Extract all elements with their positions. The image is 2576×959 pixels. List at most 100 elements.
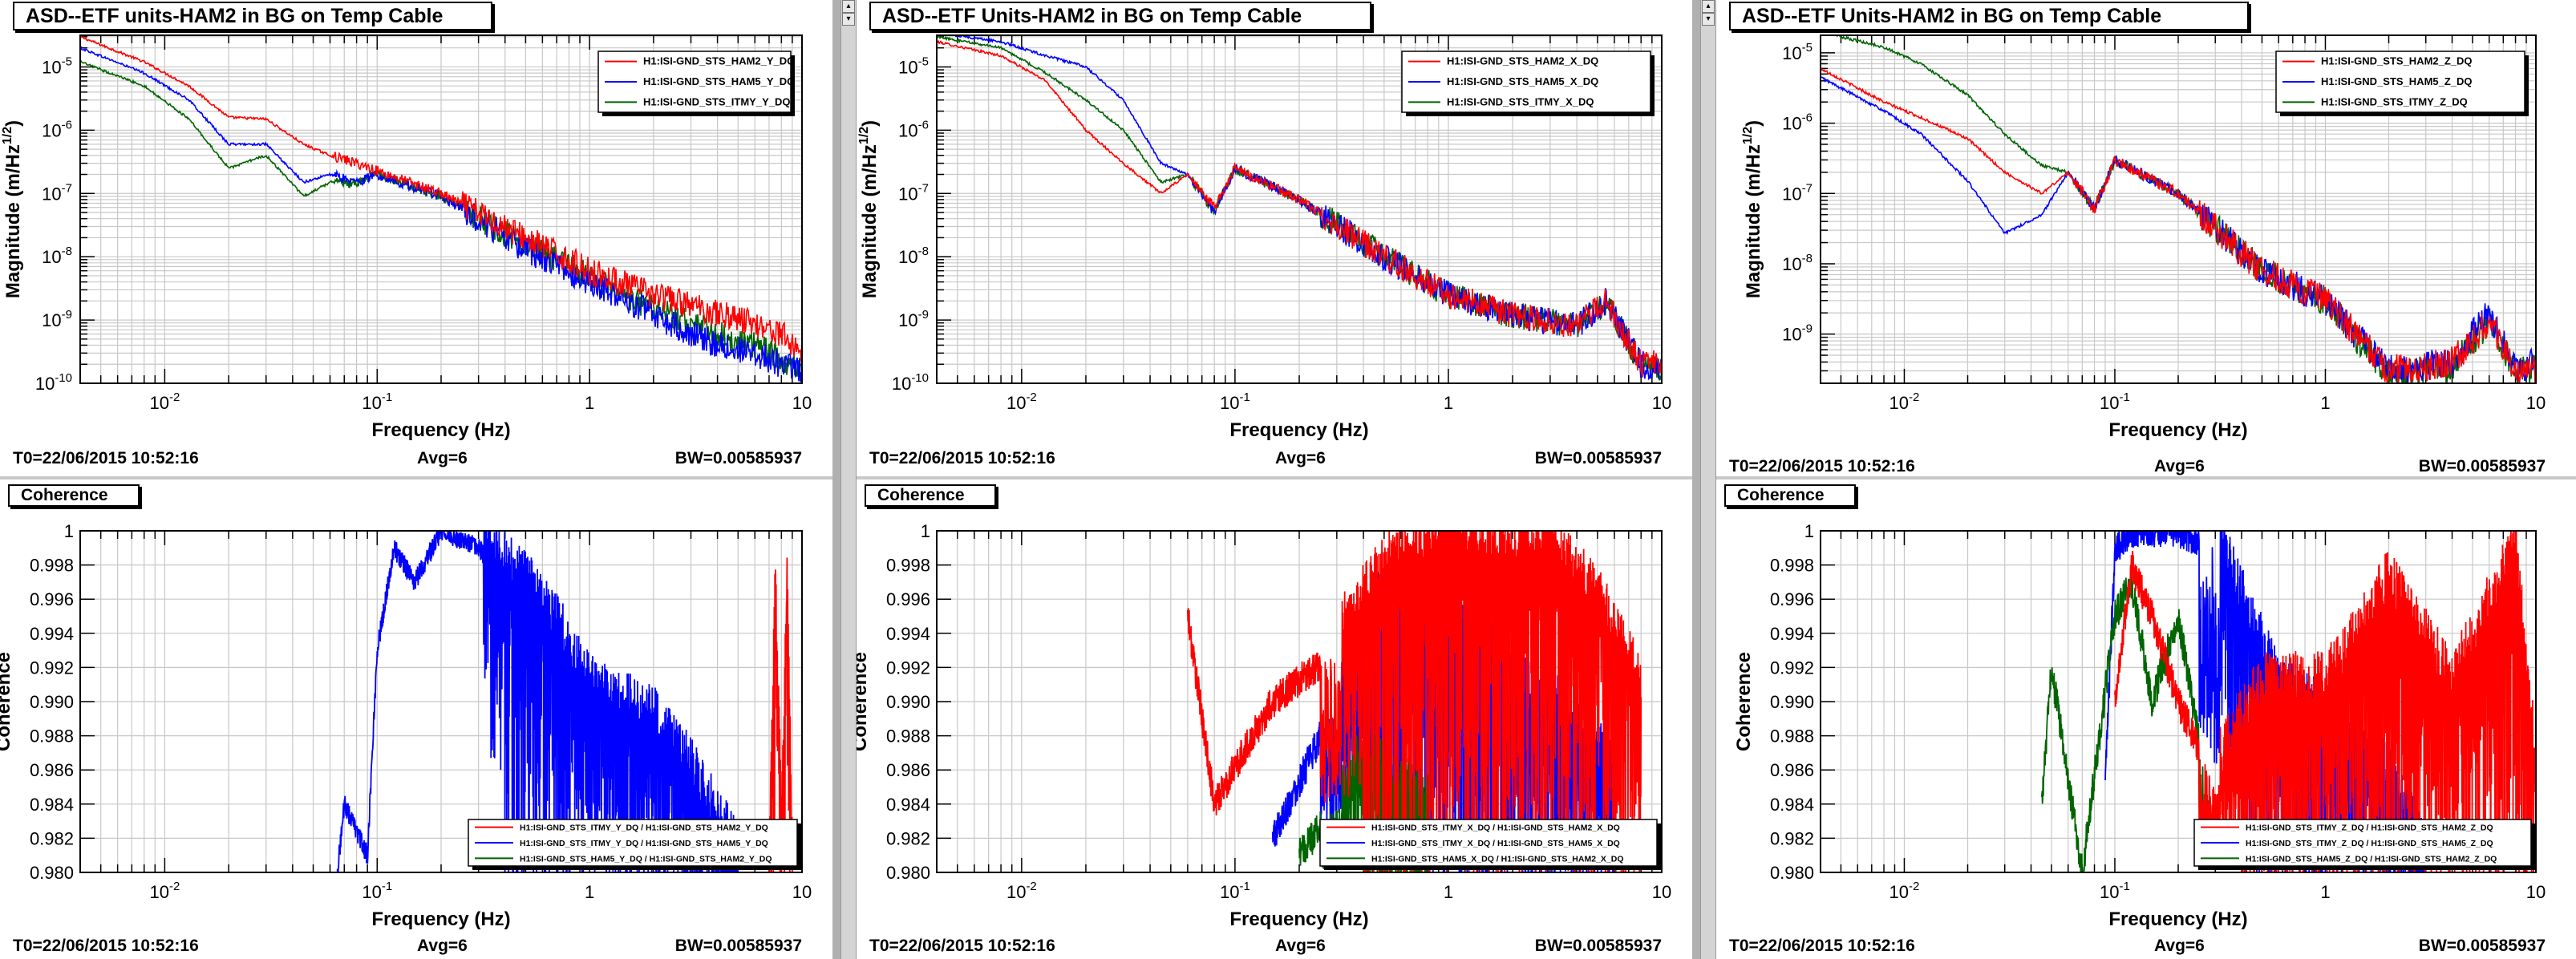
legend-label: H1:ISI-GND_STS_ITMY_X_DQ / H1:ISI-GND_ST… (1371, 839, 1620, 848)
y-tick-label: 0.992 (1770, 658, 1814, 678)
y-tick-label: 10-10 (35, 371, 72, 394)
footer-avg: Avg=6 (2154, 937, 2205, 955)
y-tick-label: 0.998 (886, 556, 930, 576)
y-tick-label: 10-9 (42, 308, 72, 330)
y-tick-label: 0.998 (1770, 556, 1814, 576)
footer-t0: T0=22/06/2015 10:52:16 (869, 937, 1055, 955)
y-tick-label: 0.980 (1770, 863, 1814, 883)
scrollbar[interactable]: ▴ ▾ (1700, 0, 1716, 959)
chart-svg: 10-10 10-9 10-8 10-7 10-6 10-5 10-2 10-1 1 10 Freq… (857, 34, 1671, 441)
x-tick-label: 10-1 (2100, 390, 2130, 413)
series-group (1821, 35, 2536, 383)
series-line (80, 46, 802, 383)
chart-svg: 10-10 10-9 10-8 10-7 10-6 10-5 10-2 10-1 1 10 Freq… (1, 34, 812, 441)
x-tick-label: 10 (792, 393, 812, 413)
panel-title: ASD--ETF Units-HAM2 in BG on Temp Cable (869, 2, 1371, 30)
x-tick-label: 10 (2526, 882, 2546, 902)
y-axis-label: Coherence (0, 652, 14, 751)
y-tick-label: 0.982 (886, 828, 930, 848)
footer-bw: BW=0.00585937 (1534, 937, 1662, 955)
plot-frame (1820, 530, 2537, 873)
panel-separator (1692, 0, 1700, 959)
y-tick-label: 10-10 (892, 371, 929, 394)
y-tick-label: 0.994 (1770, 624, 1814, 644)
y-tick-label: 0.992 (30, 658, 74, 678)
x-axis-label: Frequency (Hz) (2108, 419, 2247, 441)
asd-panel: 10-10 10-9 10-8 10-7 10-6 10-5 10-2 10-1 1 10 Freq… (0, 0, 832, 476)
chart-svg: 0.980 0.982 0.984 0.986 0.988 0.990 0.992 0.994… (857, 521, 1671, 930)
footer-t0: T0=22/06/2015 10:52:16 (869, 449, 1055, 467)
x-tick-label: 1 (2320, 393, 2330, 413)
x-tick-label: 10 (792, 882, 812, 902)
x-tick-label: 1 (585, 393, 594, 413)
row-divider (0, 476, 832, 480)
scroll-down-icon[interactable]: ▾ (842, 13, 855, 26)
y-tick-label: 0.984 (30, 795, 74, 815)
scroll-up-icon[interactable]: ▴ (842, 0, 855, 13)
y-axis-label: Magnitude (m/Hz1/2) (1741, 120, 1764, 298)
series-line (2114, 531, 2536, 872)
x-tick-label: 10 (1652, 882, 1671, 902)
y-tick-label: 1 (921, 521, 930, 541)
y-tick-label: 10-6 (898, 118, 929, 140)
panel-title: Coherence (865, 484, 996, 507)
y-tick-label: 10-6 (1782, 111, 1813, 134)
chart-svg: 0.980 0.982 0.984 0.986 0.988 0.990 0.992 0.994… (1733, 521, 2546, 930)
y-tick-label: 10-9 (1782, 322, 1813, 345)
legend-label: H1:ISI-GND_STS_HAM5_Z_DQ / H1:ISI-GND_ST… (2246, 854, 2497, 864)
footer-t0: T0=22/06/2015 10:52:16 (13, 937, 199, 955)
y-tick-label: 0.996 (30, 589, 74, 609)
row-divider (1716, 476, 2576, 480)
panel-title: Coherence (1724, 484, 1856, 507)
series-line (768, 557, 793, 872)
coherence-panel: 0.980 0.982 0.984 0.986 0.988 0.990 0.992 0.994… (857, 480, 1692, 959)
x-tick-label: 10 (2526, 393, 2546, 413)
y-tick-label: 0.984 (1770, 795, 1814, 815)
y-tick-label: 0.986 (1770, 760, 1814, 780)
panel-title: ASD--ETF units-HAM2 in BG on Temp Cable (13, 2, 492, 30)
y-tick-label: 0.980 (30, 863, 74, 883)
series-group (336, 531, 793, 872)
y-axis-label: Coherence (1733, 652, 1755, 751)
y-tick-label: 0.990 (886, 692, 930, 712)
x-tick-label: 10-2 (149, 390, 180, 413)
legend-label: H1:ISI-GND_STS_HAM2_Z_DQ (2321, 55, 2473, 67)
scroll-down-icon[interactable]: ▾ (1702, 13, 1715, 26)
series-line (80, 35, 802, 363)
y-tick-label: 0.994 (30, 624, 74, 644)
scrollbar[interactable]: ▴ ▾ (840, 0, 857, 959)
x-tick-label: 10-2 (1889, 880, 1920, 902)
footer-t0: T0=22/06/2015 10:52:16 (13, 449, 199, 467)
plot-frame (79, 34, 803, 384)
x-axis-label: Frequency (Hz) (1229, 419, 1368, 441)
y-tick-label: 0.996 (1770, 589, 1814, 609)
x-tick-label: 10-1 (1220, 880, 1250, 902)
y-tick-label: 0.998 (30, 556, 74, 576)
legend-label: H1:ISI-GND_STS_ITMY_Z_DQ / H1:ISI-GND_ST… (2246, 823, 2493, 833)
x-axis-label: Frequency (Hz) (371, 419, 510, 441)
legend-label: H1:ISI-GND_STS_HAM5_Y_DQ (643, 75, 795, 87)
legend-label: H1:ISI-GND_STS_HAM2_Y_DQ (643, 55, 795, 67)
coherence-panel: 0.980 0.982 0.984 0.986 0.988 0.990 0.992 0.994… (1716, 480, 2576, 959)
legend-label: H1:ISI-GND_STS_HAM5_Z_DQ (2321, 75, 2473, 87)
legend-label: H1:ISI-GND_STS_HAM5_X_DQ / H1:ISI-GND_ST… (1371, 854, 1624, 864)
y-tick-label: 0.988 (886, 726, 930, 747)
y-tick-label: 10-6 (42, 118, 72, 140)
series-line (1187, 531, 1642, 872)
y-tick-label: 10-5 (42, 55, 72, 77)
asd-panel: 10-10 10-9 10-8 10-7 10-6 10-5 10-2 10-1 1 10 Freq… (857, 0, 1692, 476)
legend-label: H1:ISI-GND_STS_ITMY_Y_DQ / H1:ISI-GND_ST… (520, 823, 768, 833)
x-axis-label: Frequency (Hz) (1229, 908, 1368, 930)
scroll-up-icon[interactable]: ▴ (1702, 0, 1715, 13)
y-tick-label: 1 (64, 521, 74, 541)
footer-bw: BW=0.00585937 (1534, 449, 1662, 467)
y-tick-labels: 0.980 0.982 0.984 0.986 0.988 0.990 0.992 0.994… (1770, 521, 1814, 883)
y-tick-label: 0.986 (30, 760, 74, 780)
y-tick-label: 0.982 (1770, 828, 1814, 848)
y-tick-label: 10-8 (1782, 252, 1813, 274)
y-axis-label: Magnitude (m/Hz1/2) (1, 120, 24, 298)
legend: H1:ISI-GND_STS_HAM2_X_DQ H1:ISI-GND_STS_H… (1401, 51, 1655, 116)
panel-title: ASD--ETF Units-HAM2 in BG on Temp Cable (1729, 2, 2249, 30)
x-tick-label: 10 (1652, 393, 1671, 413)
series-group (80, 35, 802, 383)
